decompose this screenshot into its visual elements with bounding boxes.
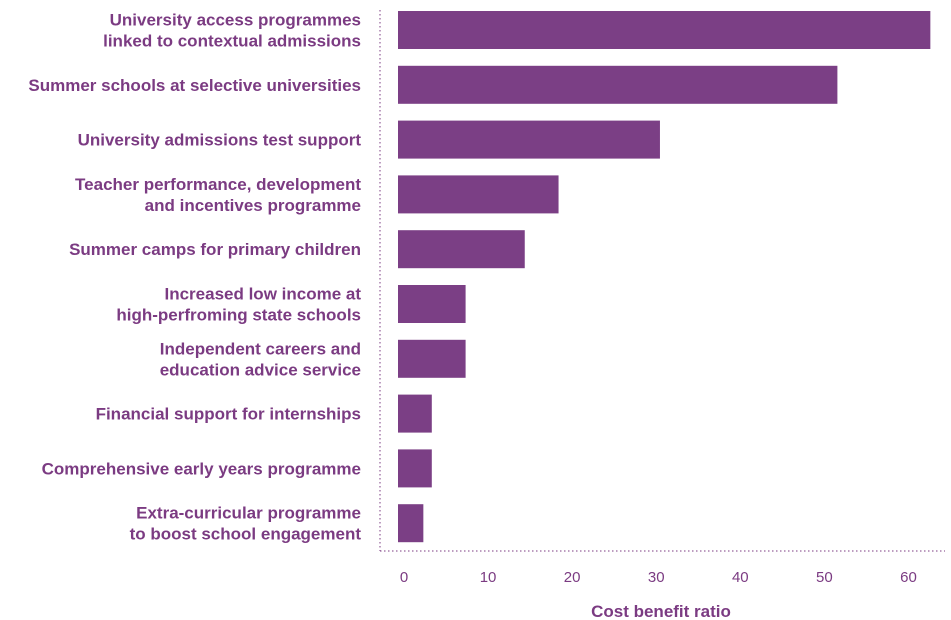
category-label-line: Summer schools at selective universities xyxy=(28,76,361,95)
bar-3 xyxy=(398,120,660,159)
category-label-10: Extra-curricular programme to boost schoo… xyxy=(130,504,362,544)
category-label-line: Financial support for internships xyxy=(96,405,361,424)
bar-8 xyxy=(398,394,432,433)
category-label-line: University access programmes xyxy=(110,11,361,30)
category-label-2: Summer schools at selective universities xyxy=(28,76,361,95)
category-label-line: Increased low income at xyxy=(164,285,361,304)
category-label-line: linked to contextual admissions xyxy=(103,32,361,51)
category-label-7: Independent careers and education advice … xyxy=(160,339,361,379)
bar-7 xyxy=(398,339,466,378)
category-label-5: Summer camps for primary children xyxy=(69,240,361,259)
category-label-line: education advice service xyxy=(160,360,361,379)
category-label-line: Teacher performance, development xyxy=(75,175,361,194)
bar-4 xyxy=(398,175,559,214)
bar-1 xyxy=(398,11,931,49)
category-label-line: University admissions test support xyxy=(78,131,362,150)
category-label-line: high-perfroming state schools xyxy=(116,306,361,325)
x-tick-label-40: 40 xyxy=(732,569,749,586)
category-label-8: Financial support for internships xyxy=(96,405,361,424)
category-label-line: Comprehensive early years programme xyxy=(42,459,361,478)
x-tick-label-20: 20 xyxy=(564,569,581,586)
category-label-line: to boost school engagement xyxy=(130,525,362,544)
category-label-4: Teacher performance, development and ince… xyxy=(75,175,361,215)
category-label-line: Summer camps for primary children xyxy=(69,240,361,259)
bar-6 xyxy=(398,285,466,323)
x-tick-label-50: 50 xyxy=(816,569,833,586)
bar-2 xyxy=(398,65,838,104)
category-label-line: Extra-curricular programme xyxy=(136,504,361,523)
x-tick-label-0: 0 xyxy=(400,569,408,586)
category-label-line: Independent careers and xyxy=(160,339,361,358)
x-tick-label-30: 30 xyxy=(648,569,665,586)
bar-9 xyxy=(398,449,432,488)
category-label-9: Comprehensive early years programme xyxy=(42,459,361,478)
category-label-6: Increased low income at high-perfroming s… xyxy=(116,285,361,325)
x-tick-label-10: 10 xyxy=(480,569,497,586)
category-label-1: University access programmes linked to co… xyxy=(103,11,361,51)
category-label-line: and incentives programme xyxy=(145,196,361,215)
bar-5 xyxy=(398,230,525,269)
x-axis-title: Cost benefit ratio xyxy=(591,602,731,620)
category-label-3: University admissions test support xyxy=(78,131,362,150)
bar-10 xyxy=(398,504,424,543)
x-tick-label-60: 60 xyxy=(900,569,917,586)
